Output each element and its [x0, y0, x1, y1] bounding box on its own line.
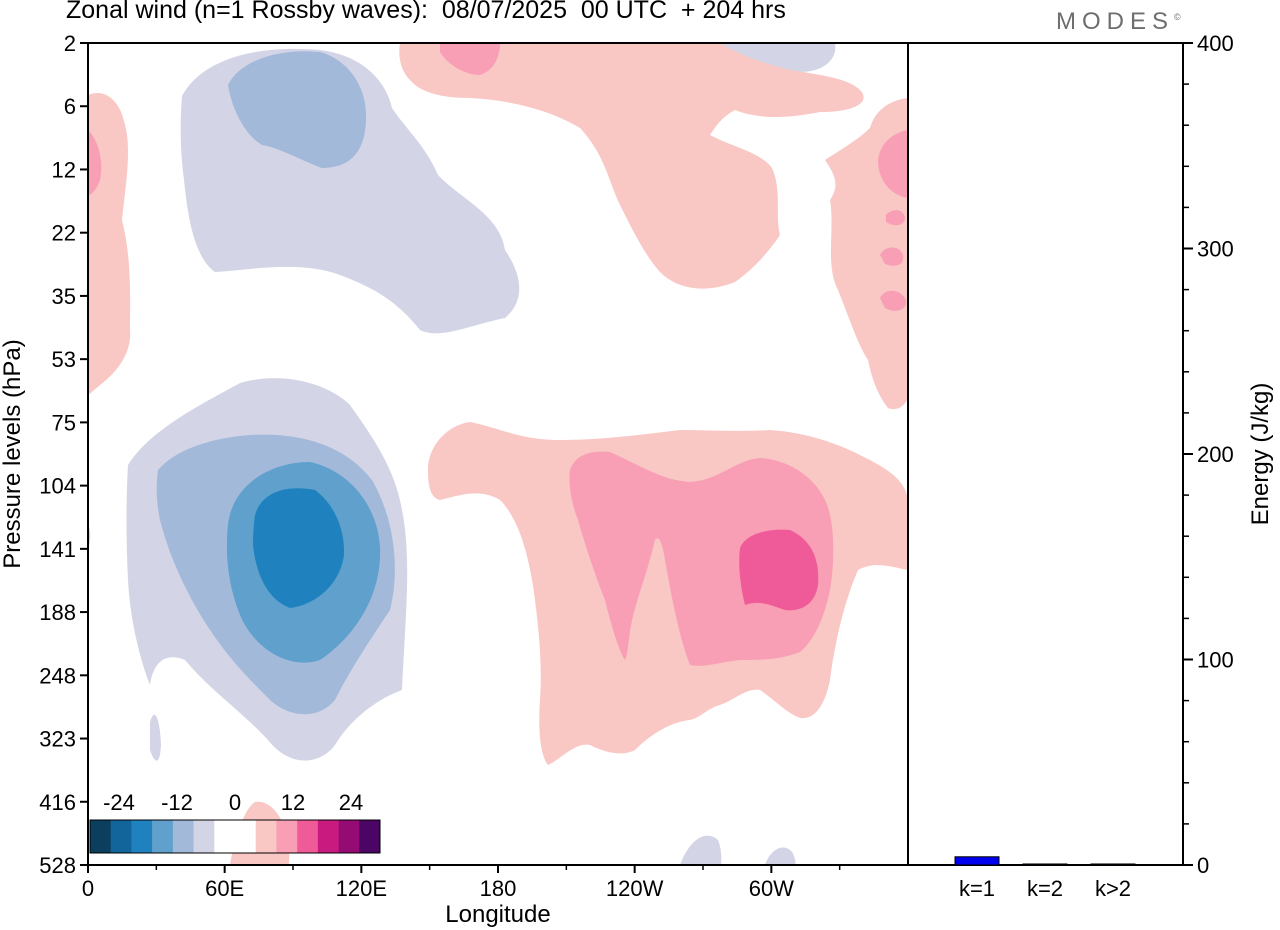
energy-tick-label: 100 [1197, 648, 1234, 673]
colorbar-tick-label: -24 [103, 790, 135, 815]
energy-axis-label: Energy (J/kg) [1247, 383, 1274, 526]
y-axis-label: Pressure levels (hPa) [0, 339, 26, 568]
contour-pos-3-left [88, 93, 131, 395]
x-axis-label: Longitude [445, 901, 550, 928]
contour-pos-3-main [428, 422, 908, 765]
colorbar-swatch [172, 820, 194, 853]
y-tick-label: 323 [39, 727, 76, 752]
contour-pos-6-left [88, 130, 102, 195]
colorbar-swatch [235, 820, 257, 853]
energy-bars: k=1 k=2 k>2 [954, 856, 1136, 901]
colorbar-swatch [317, 820, 339, 853]
contour-pos-9-main [739, 529, 819, 611]
colorbar-swatch [297, 820, 319, 853]
energy-tick-label: 0 [1197, 853, 1209, 878]
contour-pos-6-upper [440, 43, 500, 75]
y-tick-label: 53 [52, 347, 76, 372]
contour-neg-6-upper [228, 51, 367, 169]
energy-bar [1022, 863, 1068, 866]
energy-tick-label: 200 [1197, 442, 1234, 467]
modes-logo: MODES© [1056, 8, 1181, 36]
contour-neg-3-bottom-a [680, 835, 722, 865]
y-tick-label: 75 [52, 410, 76, 435]
colorbar-tick-label: -12 [161, 790, 193, 815]
energy-bar [954, 856, 1000, 866]
x-tick-label: 120W [606, 876, 664, 901]
energy-bar-label: k>2 [1095, 876, 1131, 901]
y-tick-label: 12 [52, 157, 76, 182]
colorbar-swatch [152, 820, 174, 853]
y-tick-label: 416 [39, 790, 76, 815]
colorbar-tick-label: 12 [281, 790, 305, 815]
chart-title: Zonal wind (n=1 Rossby waves): 08/07/202… [66, 0, 786, 24]
contour-white-notch [777, 170, 813, 219]
y-tick-label: 22 [52, 221, 76, 246]
y-tick-label: 141 [39, 537, 76, 562]
contour-neg-3-bottom-b [765, 847, 796, 865]
x-tick-label: 0 [82, 876, 94, 901]
colorbar-tick-label: 0 [229, 790, 241, 815]
colorbar-swatch [338, 820, 360, 853]
colorbar-swatch [90, 820, 112, 853]
colorbar-swatch [131, 820, 153, 853]
contour-pos-6-right-a [878, 130, 908, 198]
y-tick-label: 35 [52, 284, 76, 309]
colorbar [89, 819, 381, 854]
logo-text: MODES [1056, 8, 1175, 35]
y-tick-label: 6 [64, 94, 76, 119]
y-tick-label: 248 [39, 663, 76, 688]
x-tick-label: 60E [205, 876, 244, 901]
colorbar-swatch [255, 820, 277, 853]
y-tick-label: 104 [39, 474, 76, 499]
energy-tick-label: 300 [1197, 237, 1234, 262]
colorbar-swatch [276, 820, 298, 853]
contour-pos-6-right-c [880, 247, 904, 266]
x-tick-label: 60W [749, 876, 794, 901]
contour-neg-3-small [150, 714, 161, 761]
contour-plot [88, 43, 908, 865]
contour-pos-6-right-d [880, 290, 907, 311]
colorbar-tick-label: 24 [339, 790, 363, 815]
contour-pos-3-upper [399, 43, 864, 289]
x-tick-label: 120E [336, 876, 387, 901]
colorbar-labels: -24 -12 0 12 24 [103, 790, 363, 815]
x-tick-label: 180 [480, 876, 517, 901]
contour-pos-6-main [569, 451, 834, 666]
energy-bar-label: k=2 [1027, 876, 1063, 901]
y-tick-label: 528 [39, 853, 76, 878]
y-tick-label: 188 [39, 600, 76, 625]
y-tick-label: 2 [64, 31, 76, 56]
contour-pos-6-right-b [886, 210, 905, 226]
energy-bar-label: k=1 [959, 876, 995, 901]
colorbar-frame [89, 819, 381, 854]
colorbar-swatch [193, 820, 215, 853]
colorbar-swatch [359, 820, 381, 853]
logo-mark: © [1174, 12, 1181, 22]
contour-neg-12 [253, 488, 345, 608]
energy-bar [1090, 863, 1136, 866]
colorbar-swatch [110, 820, 132, 853]
colorbar-swatch [214, 820, 236, 853]
energy-tick-label: 400 [1197, 31, 1234, 56]
